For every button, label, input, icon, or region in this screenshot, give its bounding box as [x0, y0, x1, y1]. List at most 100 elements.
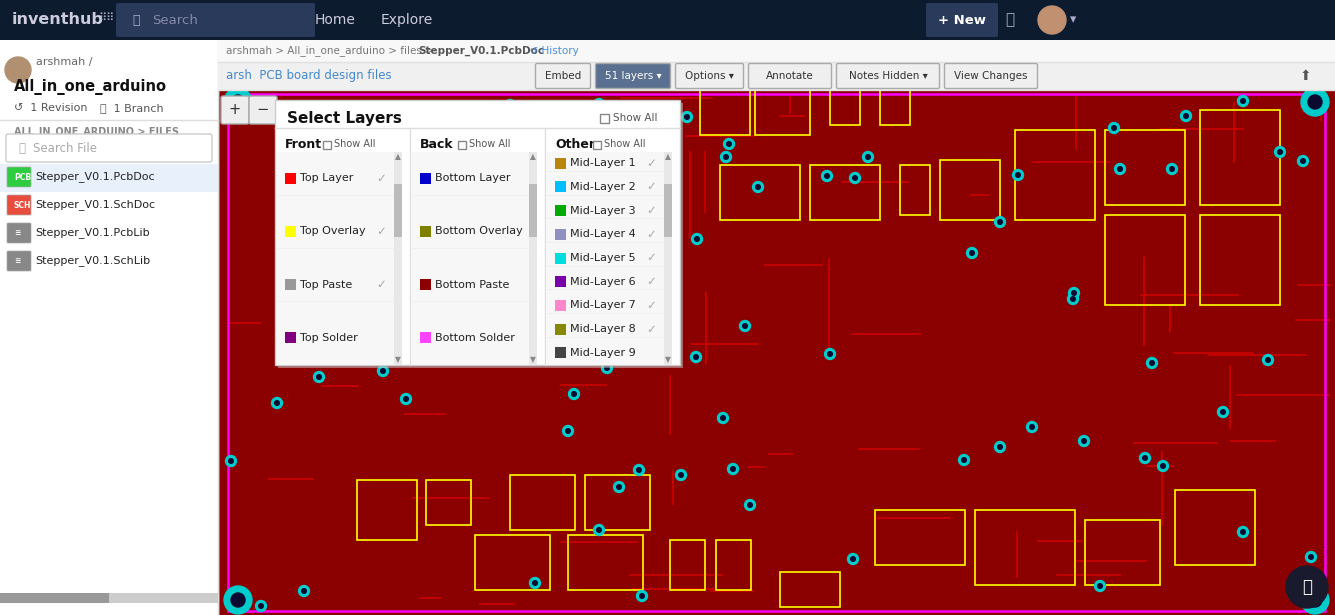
Text: ≡: ≡ — [13, 256, 20, 266]
Circle shape — [1308, 95, 1322, 109]
Text: ✓: ✓ — [646, 157, 655, 170]
Bar — [663, 184, 672, 237]
FancyBboxPatch shape — [676, 63, 744, 89]
Bar — [585, 475, 650, 530]
Circle shape — [331, 244, 336, 248]
Circle shape — [1266, 358, 1271, 362]
Text: ⠿⠿: ⠿⠿ — [97, 13, 115, 23]
Circle shape — [1240, 98, 1246, 103]
Text: ▼: ▼ — [530, 355, 535, 365]
Circle shape — [597, 101, 601, 106]
Circle shape — [471, 250, 477, 255]
Text: Stepper_V0.1.SchDoc: Stepper_V0.1.SchDoc — [35, 199, 155, 210]
Bar — [716, 540, 752, 590]
Circle shape — [571, 392, 577, 396]
Bar — [567, 535, 643, 590]
Bar — [275, 100, 680, 365]
Circle shape — [745, 499, 756, 510]
FancyBboxPatch shape — [7, 251, 31, 271]
Bar — [323, 141, 331, 149]
Circle shape — [1079, 435, 1089, 446]
Circle shape — [724, 155, 729, 159]
Text: Mid-Layer 4: Mid-Layer 4 — [570, 229, 635, 239]
Bar — [975, 510, 1075, 585]
Text: ▼: ▼ — [665, 355, 672, 365]
Circle shape — [1263, 354, 1274, 365]
Circle shape — [590, 323, 601, 335]
Text: arsh  PCB board design files: arsh PCB board design files — [226, 69, 391, 82]
Text: ▲: ▲ — [665, 153, 672, 162]
Circle shape — [676, 469, 686, 480]
Bar — [228, 94, 1326, 611]
Circle shape — [681, 111, 693, 122]
Circle shape — [507, 103, 513, 107]
Circle shape — [967, 247, 977, 258]
Circle shape — [997, 445, 1003, 450]
Circle shape — [569, 389, 579, 400]
Circle shape — [1012, 170, 1024, 180]
Text: 🔍: 🔍 — [132, 14, 139, 26]
Bar — [0, 0, 1335, 40]
Text: Other: Other — [555, 138, 595, 151]
Circle shape — [825, 173, 829, 178]
Text: ✓: ✓ — [376, 225, 386, 238]
Text: arshmah /: arshmah / — [36, 57, 92, 67]
Bar — [555, 229, 566, 240]
Circle shape — [505, 100, 515, 111]
Text: Notes Hidden ▾: Notes Hidden ▾ — [849, 71, 928, 81]
Bar — [510, 475, 575, 530]
Circle shape — [271, 397, 283, 408]
Text: + New: + New — [939, 14, 987, 26]
Circle shape — [862, 151, 873, 162]
Bar — [599, 114, 609, 123]
Circle shape — [543, 277, 547, 281]
Circle shape — [850, 557, 856, 561]
Circle shape — [259, 604, 263, 608]
Bar — [458, 141, 466, 149]
Circle shape — [1016, 173, 1020, 177]
Bar — [880, 65, 910, 125]
Text: Options ▾: Options ▾ — [685, 71, 734, 81]
Bar — [700, 65, 750, 135]
Bar — [276, 152, 398, 365]
Bar — [1200, 215, 1280, 305]
FancyBboxPatch shape — [926, 3, 999, 37]
Circle shape — [1302, 88, 1330, 116]
Text: Bottom Solder: Bottom Solder — [435, 333, 515, 343]
Text: PCB: PCB — [13, 172, 31, 181]
Circle shape — [1308, 555, 1314, 559]
Bar — [394, 184, 402, 237]
Text: ✓: ✓ — [376, 278, 386, 291]
Circle shape — [637, 178, 647, 189]
Bar — [413, 152, 533, 365]
Circle shape — [1029, 425, 1035, 429]
Circle shape — [605, 366, 609, 370]
Text: Stepper_V0.1.PcbDoc: Stepper_V0.1.PcbDoc — [35, 172, 155, 183]
Text: Mid-Layer 9: Mid-Layer 9 — [570, 347, 635, 358]
Circle shape — [748, 502, 753, 507]
Circle shape — [539, 274, 550, 285]
Circle shape — [717, 413, 729, 424]
Circle shape — [637, 467, 641, 472]
Circle shape — [418, 184, 422, 189]
Circle shape — [403, 397, 409, 402]
Bar — [426, 480, 471, 525]
Circle shape — [378, 365, 388, 376]
Text: Search: Search — [152, 14, 198, 26]
Bar — [555, 276, 566, 287]
FancyBboxPatch shape — [250, 96, 276, 124]
Circle shape — [959, 454, 969, 466]
Circle shape — [821, 170, 833, 181]
Text: ≡: ≡ — [13, 229, 20, 237]
Text: ✓: ✓ — [646, 299, 655, 312]
Circle shape — [1308, 593, 1322, 607]
Circle shape — [228, 459, 234, 463]
Bar — [284, 332, 296, 343]
Text: ✓: ✓ — [646, 275, 655, 288]
Circle shape — [224, 586, 252, 614]
Circle shape — [1068, 293, 1079, 304]
Bar — [284, 279, 296, 290]
Circle shape — [1238, 526, 1248, 538]
Bar — [1105, 215, 1185, 305]
Circle shape — [853, 176, 857, 180]
